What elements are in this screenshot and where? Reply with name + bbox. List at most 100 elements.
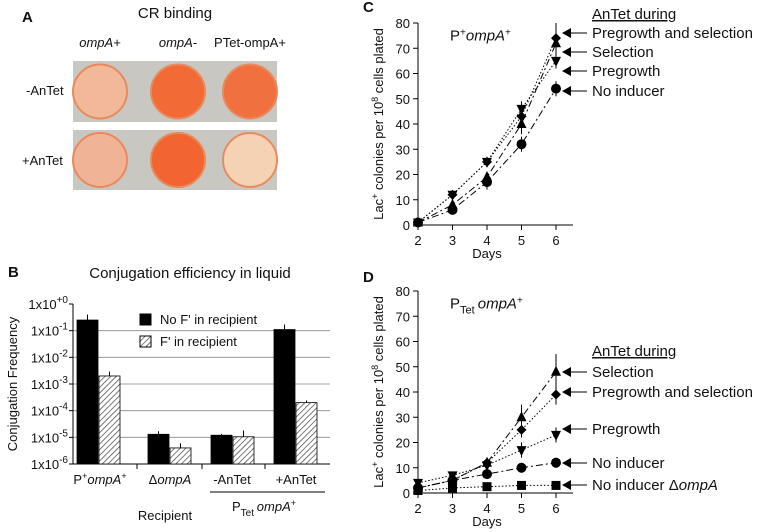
marker-circle (447, 204, 458, 215)
panel-a: A CR binding ompA+ ompA- PTet-ompA+ -AnT… (22, 5, 286, 190)
series-line (417, 371, 557, 489)
x-axis-label: Days (472, 246, 502, 261)
series-label: No inducer (592, 455, 665, 472)
y-tick-label: 50 (396, 360, 410, 375)
legend-swatch (139, 313, 152, 326)
marker-triangle-down (482, 461, 492, 472)
panel-d-line-chart: D 0 10 20 30 40 50 60 70 80 2 3 4 5 6 Days Lac+ colonies… (363, 269, 753, 529)
y-tick-label: 1x10-1 (31, 322, 69, 339)
y-tick-label: 20 (396, 168, 410, 183)
legend-label: F' in recipient (160, 334, 237, 349)
legend-label: No F' in recipient (160, 312, 258, 327)
y-tick-label: 80 (396, 284, 410, 299)
marker-triangle-up (551, 37, 561, 48)
colony-spot (72, 132, 128, 188)
y-tick-label: 10 (396, 461, 410, 476)
marker-triangle-down (551, 56, 561, 67)
marker-circle (482, 469, 492, 480)
marker-diamond (516, 424, 527, 435)
x-category-label: +AnTet (276, 472, 317, 487)
legend-swatch (139, 335, 152, 348)
x-axis-label: Days (472, 514, 502, 529)
series-label: Pregrowth and selection (592, 25, 753, 42)
y-tick-label: 40 (396, 117, 410, 132)
panel-a-title: CR binding (138, 5, 212, 22)
series-line (417, 43, 557, 223)
panel-a-letter: A (22, 9, 33, 26)
bar-f-prime (98, 375, 121, 465)
chart-title: PTet ompA+ (450, 296, 523, 317)
x-tick-label: 2 (414, 233, 421, 248)
marker-triangle-up (516, 411, 527, 422)
marker-triangle-down (482, 157, 492, 168)
marker-circle (447, 475, 458, 486)
y-tick-label: 1x10-2 (31, 348, 69, 365)
x-category-label: ΔompA (149, 472, 192, 487)
marker-circle (551, 457, 561, 468)
arrow-head (562, 86, 571, 96)
marker-square (448, 483, 457, 493)
panel-d-letter: D (363, 269, 374, 286)
x-axis-label: Recipient (138, 508, 193, 523)
y-tick-label: 30 (396, 142, 410, 157)
y-tick-label: 70 (396, 41, 410, 56)
marker-triangle-up (551, 365, 561, 376)
marker-triangle-down (447, 190, 458, 201)
column-label-ompa-plus: ompA+ (79, 35, 121, 50)
y-axis-label: Lac+ colonies per 108 cells plated (370, 28, 386, 220)
x-tick-label: 3 (449, 233, 456, 248)
marker-square (482, 482, 492, 492)
y-tick-label: 80 (396, 16, 410, 31)
bar-no-f-prime (273, 329, 296, 465)
marker-square (413, 485, 423, 495)
marker-circle (413, 217, 423, 228)
colony-spot (222, 132, 278, 188)
colony-spot (150, 63, 206, 120)
y-tick-label: 1x10-3 (31, 375, 69, 392)
y-tick-label: 50 (396, 92, 410, 107)
y-tick-label: 1x10-4 (31, 402, 69, 419)
marker-triangle-down (551, 430, 561, 441)
x-tick-label: 3 (449, 501, 456, 516)
arrow-head (562, 367, 571, 377)
arrow-head (562, 480, 571, 490)
marker-square (517, 480, 526, 490)
x-tick-label: 4 (483, 233, 490, 248)
bar-no-f-prime (210, 434, 233, 465)
x-category-label: P+ompA+ (73, 471, 126, 487)
row-label-plus-antet: +AnTet (22, 153, 63, 168)
arrow-head (562, 458, 571, 468)
row-label-minus-antet: -AnTet (26, 83, 64, 98)
x-tick-label: 5 (518, 233, 525, 248)
y-tick-label: 1x10-5 (31, 428, 69, 445)
marker-circle (482, 177, 492, 188)
panel-c-letter: C (363, 0, 374, 16)
series-label: No inducer (592, 83, 665, 100)
arrow-head (562, 47, 571, 57)
x-tick-label: 6 (552, 233, 559, 248)
x-tick-label: 5 (518, 501, 525, 516)
series-label: Pregrowth (592, 421, 660, 438)
y-tick-label: 60 (396, 67, 410, 82)
y-axis-label: Conjugation Frequency (5, 316, 20, 451)
marker-diamond (551, 389, 561, 400)
marker-circle (551, 83, 561, 94)
y-tick-label: 1x10-6 (31, 455, 69, 472)
panel-c-line-chart: C 0 10 20 30 40 50 60 70 80 2 3 4 5 6 Days Lac+ colonies… (363, 0, 753, 261)
arrow-head (562, 387, 571, 397)
panel-b-bar-chart: B Conjugation efficiency in liquid 1x10+0 1… (5, 264, 330, 523)
group-label: PTet ompA+ (232, 498, 296, 519)
bar-f-prime (169, 447, 192, 465)
marker-square (551, 480, 561, 490)
y-tick-label: 10 (396, 193, 410, 208)
chart-title: Conjugation efficiency in liquid (89, 265, 291, 282)
series-label: Pregrowth and selection (592, 384, 753, 401)
marker-triangle-down (516, 104, 527, 115)
x-tick-label: 4 (483, 501, 490, 516)
series-line (417, 88, 557, 223)
arrow-head (562, 28, 571, 38)
y-tick-label: 20 (396, 436, 410, 451)
y-tick-label: 0 (403, 486, 410, 501)
series-line (417, 37, 557, 223)
